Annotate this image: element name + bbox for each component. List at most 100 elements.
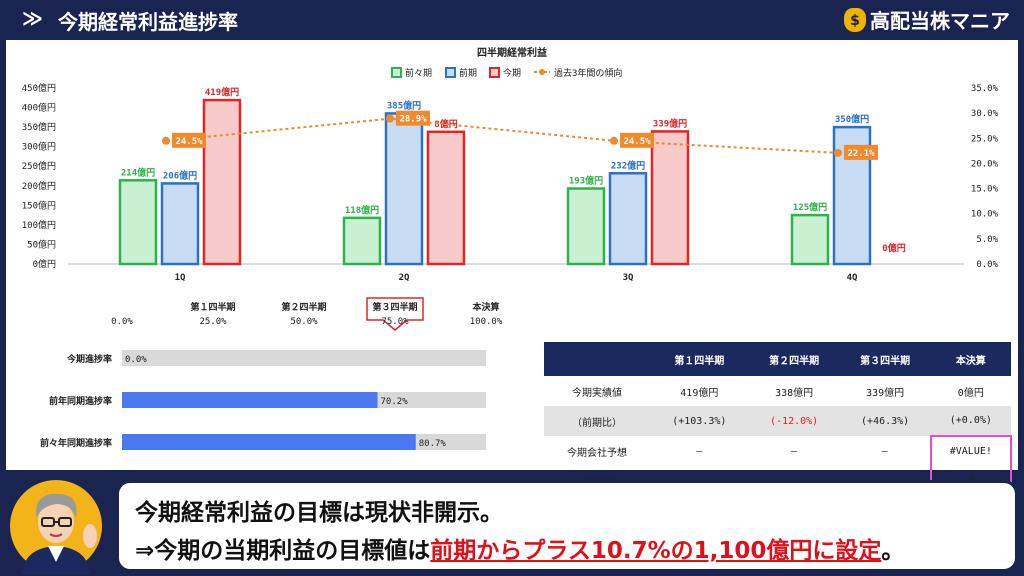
legend-marker — [539, 69, 545, 75]
table-header: 本決算 — [930, 342, 1011, 376]
chevron-icon: ≫ — [22, 6, 43, 30]
bar-data-label: 214億円 — [121, 166, 155, 178]
message-highlight: 前期からプラス10.7%の1,100億円に設定 — [430, 538, 882, 564]
trend-point — [162, 136, 170, 145]
y-right-tick: 5.0% — [976, 235, 998, 245]
table-header: 第１四半期 — [650, 342, 749, 376]
bar-data-label: 232億円 — [611, 159, 645, 171]
trend-label-bg — [396, 110, 430, 126]
table-cell: 0億円 — [957, 387, 984, 399]
brand-name: 高配当株マニア — [870, 9, 1010, 33]
bar-data-label: 125億円 — [793, 201, 827, 213]
table-cell: (+46.3%) — [839, 406, 931, 436]
table-header — [544, 342, 650, 376]
x-tick-label: 4Q — [847, 273, 858, 283]
bar-data-label: 193億円 — [569, 175, 603, 187]
table-row: 今期会社予想 ― ― ― #VALUE! — [544, 435, 1013, 466]
bar — [384, 112, 424, 266]
y-left-tick: 50億円 — [27, 238, 56, 250]
speech-pointer — [105, 513, 119, 533]
x-tick-label: 3Q — [623, 273, 634, 283]
legend-swatch — [489, 67, 500, 78]
trend-data-label: 24.5% — [175, 137, 203, 147]
y-right-tick: 35.0% — [971, 84, 999, 94]
bar — [118, 179, 158, 266]
row-label: 前々年同期進捗率 — [40, 437, 112, 449]
header-bar: ≫ 今期経常利益進捗率 $ 高配当株マニア — [0, 0, 1024, 38]
table-cell: ― — [696, 445, 703, 457]
y-right-tick: 0.0% — [976, 260, 998, 270]
legend-label: 前々期 — [405, 67, 432, 79]
milestone-label: 本決算 — [472, 301, 499, 313]
table-cell: (-12.0%) — [748, 406, 840, 436]
y-left-tick: 150億円 — [22, 199, 56, 211]
y-right-tick: 30.0% — [971, 109, 999, 119]
y-left-tick: 350億円 — [22, 121, 56, 133]
row-label: 今期会社予想 — [567, 447, 627, 459]
bar-data-label: 206億円 — [163, 169, 197, 181]
table-cell: 419億円 — [680, 387, 719, 399]
x-tick-label: 1Q — [175, 273, 186, 283]
table-header: 第２四半期 — [748, 342, 840, 376]
row-label: （前期比） — [544, 406, 650, 436]
page-title: 今期経常利益進捗率 — [58, 10, 238, 34]
y-left-tick: 100億円 — [22, 219, 56, 231]
bar — [650, 130, 690, 266]
progress-track — [122, 350, 486, 366]
x-tick-label: 25.0% — [199, 317, 227, 327]
bar — [160, 182, 200, 266]
y-left-tick: 0億円 — [33, 258, 56, 270]
legend-label: 過去3年間の傾向 — [554, 67, 622, 79]
y-left-tick: 200億円 — [22, 180, 56, 192]
trend-label-bg — [172, 132, 206, 148]
y-left-tick: 450億円 — [22, 82, 56, 94]
table-row: （前期比） (+103.3%) (-12.0%) (+46.3%) (+0.0%… — [544, 406, 1011, 436]
row-label: 今期実績値 — [572, 387, 622, 399]
trend-point — [386, 114, 394, 123]
milestone-label: 第１四半期 — [190, 301, 235, 313]
progress-data-label: 80.7% — [419, 439, 447, 449]
x-tick-label: 50.0% — [290, 317, 318, 327]
trend-label-bg — [620, 132, 654, 148]
y-right-tick: 25.0% — [971, 134, 999, 144]
bar — [202, 98, 242, 266]
legend-swatch — [445, 67, 456, 78]
message-box: 今期経常利益の目標は現状非開示。 ⇒今期の当期利益の目標値は前期からプラス10.… — [105, 480, 1018, 572]
y-right-tick: 15.0% — [971, 185, 999, 195]
x-tick-label: 75.0% — [381, 317, 409, 327]
progress-bar — [122, 434, 416, 450]
bar — [426, 130, 466, 266]
table-cell: ― — [881, 445, 888, 457]
trend-data-label: 24.5% — [623, 137, 651, 147]
message-text: 。 — [881, 538, 905, 564]
bar — [608, 172, 648, 266]
y-left-tick: 400億円 — [22, 102, 56, 114]
avatar — [10, 480, 102, 574]
table-cell: 338億円 — [775, 387, 814, 399]
content-panel: 四半期経常利益 前々期 前期 今期 過去3年間の傾向 0億円 50億円 100億円 150億円 2… — [6, 40, 1018, 497]
bar — [566, 187, 606, 266]
table-cell: (+103.3%) — [650, 406, 749, 436]
y-left-tick: 300億円 — [22, 141, 56, 153]
message-line-2: ⇒今期の当期利益の目標値は前期からプラス10.7%の1,100億円に設定。 — [135, 531, 904, 565]
bar-data-label: 0億円 — [882, 242, 905, 254]
table-cell: ― — [791, 445, 798, 457]
bar — [790, 213, 830, 266]
trend-data-label: 22.1% — [847, 149, 875, 159]
trend-label-bg — [844, 144, 878, 160]
legend-label: 前期 — [459, 67, 477, 79]
money-bag-icon: $ — [844, 7, 866, 32]
brand-logo: $ 高配当株マニア — [844, 5, 1010, 34]
bar — [342, 216, 382, 266]
bar-data-label: 419億円 — [205, 86, 239, 98]
bar-data-label: 350億円 — [835, 113, 869, 125]
x-tick-label: 100.0% — [470, 317, 503, 327]
bar-data-label: 118億円 — [345, 204, 379, 216]
bar-data-label: 8億円 — [434, 118, 457, 130]
bar-data-label: 385億円 — [387, 99, 421, 111]
bar-data-label: 339億円 — [653, 117, 687, 129]
table-row: 今期実績値 419億円 338億円 339億円 0億円 — [544, 376, 1011, 406]
row-label: 今期進捗率 — [66, 353, 112, 365]
trend-point — [610, 136, 618, 145]
